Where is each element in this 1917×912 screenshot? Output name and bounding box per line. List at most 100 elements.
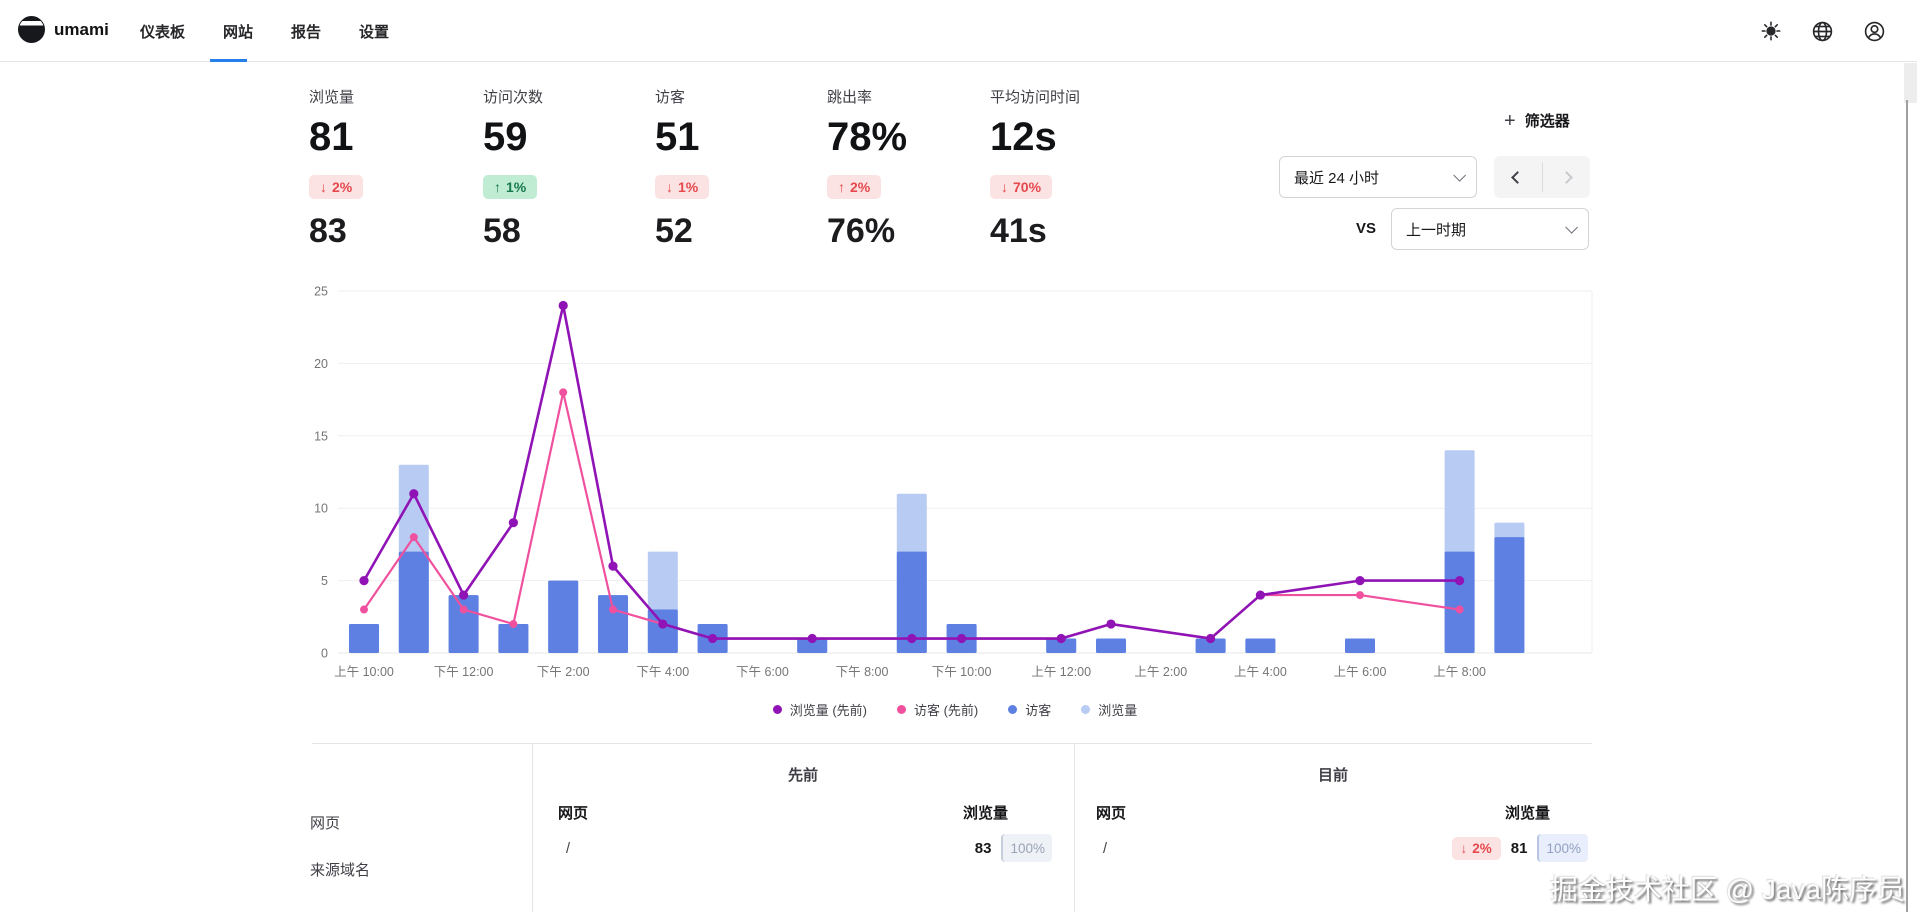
svg-text:下午 12:00: 下午 12:00	[434, 665, 494, 679]
language-globe-icon[interactable]	[1811, 20, 1834, 43]
legend-dot	[896, 705, 906, 714]
stat-change-badge: ↓ 2%	[309, 175, 364, 199]
stat-visitors: 访客 51 ↓ 1% 52	[655, 86, 825, 250]
change-value: 2%	[850, 179, 871, 195]
svg-text:上午 8:00: 上午 8:00	[1433, 665, 1486, 679]
filter-label: 筛选器	[1524, 113, 1570, 130]
app-header: umami 仪表板 网站 报告 设置	[0, 0, 1917, 62]
percent-badge: 100%	[1001, 834, 1052, 862]
stat-value: 12s	[990, 115, 1057, 159]
column-header-page: 网页	[1096, 805, 1127, 822]
stat-views: 浏览量 81 ↓ 2% 83	[309, 86, 479, 250]
svg-text:上午 6:00: 上午 6:00	[1334, 665, 1387, 679]
change-arrow-icon: ↓	[666, 179, 673, 195]
umami-logo-icon	[18, 16, 45, 43]
stat-avg-visit-time: 平均访问时间 12s ↓ 70% 41s	[990, 86, 1190, 250]
change-arrow-icon: ↓	[320, 179, 327, 195]
legend-label: 浏览量	[1098, 703, 1138, 718]
legend-label: 访客	[1025, 703, 1052, 718]
svg-text:下午 4:00: 下午 4:00	[636, 665, 689, 679]
stat-label: 平均访问时间	[990, 89, 1081, 106]
theme-toggle-sun-icon[interactable]	[1759, 20, 1782, 43]
nav-item-websites[interactable]: 网站	[223, 23, 254, 41]
svg-text:下午 10:00: 下午 10:00	[932, 665, 992, 679]
table-row-page[interactable]: /	[1103, 841, 1108, 857]
stat-previous-value: 58	[483, 212, 521, 250]
svg-text:10: 10	[314, 502, 328, 516]
nav-item-dashboard[interactable]: 仪表板	[140, 23, 186, 41]
chevron-left-icon	[1511, 170, 1525, 184]
views-count: 83	[974, 839, 992, 857]
svg-text:25: 25	[314, 285, 328, 299]
date-pager	[1494, 156, 1590, 198]
section-divider	[312, 743, 1592, 744]
table-row-page[interactable]: /	[566, 841, 571, 857]
plus-icon: +	[1504, 109, 1516, 132]
vs-label: VS	[1356, 220, 1377, 237]
panel-divider	[1074, 743, 1075, 912]
add-filter-button[interactable]: + 筛选器	[1504, 110, 1570, 131]
legend-visitors[interactable]: 访客	[1008, 700, 1051, 719]
svg-text:15: 15	[314, 429, 328, 443]
stat-label: 访问次数	[483, 89, 544, 106]
svg-text:上午 10:00: 上午 10:00	[334, 665, 394, 679]
change-badge: ↓ 2%	[1451, 836, 1501, 860]
svg-text:下午 8:00: 下午 8:00	[836, 665, 889, 679]
percent-badge: 100%	[1537, 834, 1588, 862]
legend-views-previous[interactable]: 浏览量 (先前)	[772, 700, 867, 719]
column-header-views: 浏览量	[962, 805, 1008, 822]
brand[interactable]: umami	[18, 16, 109, 43]
svg-text:20: 20	[314, 357, 328, 371]
date-range-select[interactable]: 最近 24 小时	[1279, 156, 1477, 198]
svg-text:0: 0	[321, 647, 328, 661]
panel-divider	[532, 743, 533, 912]
views-count: 81	[1510, 839, 1528, 857]
pager-divider	[1541, 162, 1543, 192]
svg-text:上午 2:00: 上午 2:00	[1134, 665, 1187, 679]
stat-change-badge: ↓ 70%	[990, 175, 1053, 199]
stat-previous-value: 52	[655, 212, 693, 250]
svg-text:下午 6:00: 下午 6:00	[736, 665, 789, 679]
stat-previous-value: 41s	[990, 212, 1047, 250]
traffic-chart[interactable]: 0 5 10 15 20 25 上午 10:00 下午 12:00 下午 2:00 下午 4:00…	[300, 272, 1612, 686]
change-arrow-icon: ↑	[838, 179, 845, 195]
nav-item-settings[interactable]: 设置	[359, 23, 390, 41]
legend-visitors-previous[interactable]: 访客 (先前)	[896, 700, 978, 719]
previous-panel-title: 先前	[787, 767, 818, 784]
stat-previous-value: 76%	[827, 212, 896, 250]
legend-dot	[1008, 705, 1018, 714]
change-value: 1%	[678, 179, 699, 195]
sidebar-item-pages[interactable]: 网页	[310, 815, 341, 832]
stat-label: 浏览量	[309, 89, 355, 106]
table-row-values: 83 100%	[975, 834, 1052, 862]
change-value: 2%	[332, 179, 353, 195]
stat-previous-value: 83	[309, 212, 347, 250]
change-arrow-icon: ↑	[494, 179, 501, 195]
profile-icon[interactable]	[1863, 20, 1886, 43]
scrollbar-track[interactable]	[1906, 100, 1908, 912]
legend-views[interactable]: 浏览量	[1081, 700, 1137, 719]
next-period-button[interactable]	[1542, 156, 1590, 198]
compare-period-select[interactable]: 上一时期	[1391, 208, 1589, 250]
column-header-views: 浏览量	[1504, 805, 1550, 822]
chevron-down-icon	[1453, 168, 1466, 182]
brand-name: umami	[54, 19, 109, 39]
nav-item-reports[interactable]: 报告	[291, 23, 322, 41]
table-row-values: ↓ 2% 81 100%	[1451, 834, 1588, 862]
svg-text:下午 2:00: 下午 2:00	[537, 665, 590, 679]
stat-value: 78%	[827, 115, 908, 159]
stat-bounce-rate: 跳出率 78% ↑ 2% 76%	[827, 86, 997, 250]
stat-value: 51	[655, 115, 700, 159]
stat-change-badge: ↑ 1%	[483, 175, 538, 199]
prev-period-button[interactable]	[1494, 156, 1542, 198]
stat-change-badge: ↓ 1%	[655, 175, 710, 199]
legend-label: 浏览量 (先前)	[789, 703, 867, 718]
change-arrow-icon: ↓	[1001, 179, 1008, 195]
scrollbar-thumb[interactable]	[1904, 63, 1917, 103]
chevron-right-icon	[1559, 170, 1573, 184]
sidebar-item-referrers[interactable]: 来源域名	[310, 862, 371, 879]
stat-label: 跳出率	[827, 89, 873, 106]
legend-dot	[772, 705, 782, 714]
svg-text:上午 4:00: 上午 4:00	[1234, 665, 1287, 679]
